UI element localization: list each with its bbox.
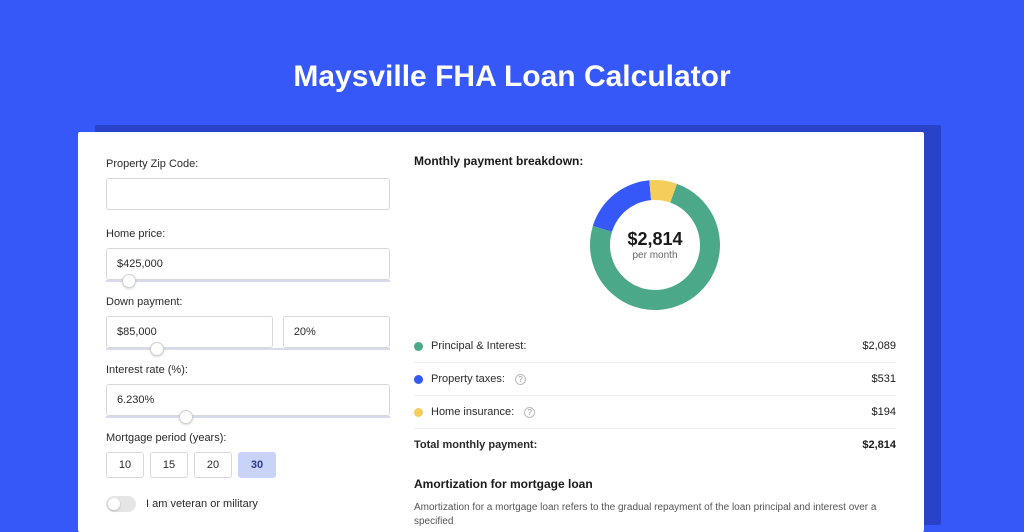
legend-value: $2,089 (862, 340, 896, 352)
interest-label: Interest rate (%): (106, 364, 390, 376)
legend-row: Property taxes:? $531 (414, 363, 896, 396)
breakdown-column: Monthly payment breakdown: $2,814 per mo… (414, 154, 896, 510)
donut-label: per month (632, 250, 677, 261)
down-payment-label: Down payment: (106, 296, 390, 308)
payment-donut-chart: $2,814 per month (590, 180, 720, 310)
veteran-toggle[interactable] (106, 496, 136, 512)
veteran-label: I am veteran or military (146, 498, 258, 510)
veteran-row: I am veteran or military (106, 496, 390, 512)
calculator-card: Property Zip Code: Home price: Down paym… (78, 132, 924, 532)
legend-label: Principal & Interest: (431, 340, 526, 352)
legend-dot (414, 375, 423, 384)
period-label: Mortgage period (years): (106, 432, 390, 444)
breakdown-title: Monthly payment breakdown: (414, 154, 896, 168)
info-icon[interactable]: ? (515, 374, 526, 385)
legend-value: $531 (872, 373, 896, 385)
zip-input[interactable] (106, 178, 390, 210)
period-option-10[interactable]: 10 (106, 452, 144, 478)
home-price-input[interactable] (106, 248, 390, 280)
amortization-title: Amortization for mortgage loan (414, 477, 896, 491)
legend-dot (414, 408, 423, 417)
legend-label: Property taxes: (431, 373, 505, 385)
total-label: Total monthly payment: (414, 439, 537, 451)
zip-label: Property Zip Code: (106, 158, 390, 170)
total-value: $2,814 (862, 439, 896, 451)
donut-center: $2,814 per month (590, 180, 720, 310)
page-title: Maysville FHA Loan Calculator (0, 0, 1024, 124)
legend-row: Home insurance:? $194 (414, 396, 896, 429)
interest-input[interactable] (106, 384, 390, 416)
period-group: 10152030 (106, 452, 390, 478)
legend-dot (414, 342, 423, 351)
total-row: Total monthly payment: $2,814 (414, 429, 896, 461)
donut-wrap: $2,814 per month (414, 180, 896, 310)
info-icon[interactable]: ? (524, 407, 535, 418)
amortization-text: Amortization for a mortgage loan refers … (414, 501, 896, 529)
period-option-20[interactable]: 20 (194, 452, 232, 478)
legend: Principal & Interest: $2,089 Property taxe… (414, 330, 896, 429)
form-column: Property Zip Code: Home price: Down paym… (106, 154, 390, 510)
home-price-slider-thumb[interactable] (122, 274, 136, 288)
interest-slider[interactable] (106, 416, 390, 418)
donut-value: $2,814 (627, 229, 682, 250)
down-payment-input[interactable] (106, 316, 273, 348)
legend-value: $194 (872, 406, 896, 418)
legend-label: Home insurance: (431, 406, 514, 418)
veteran-toggle-knob (108, 498, 120, 510)
home-price-label: Home price: (106, 228, 390, 240)
legend-row: Principal & Interest: $2,089 (414, 330, 896, 363)
down-payment-slider-thumb[interactable] (150, 342, 164, 356)
down-payment-percent-input[interactable] (283, 316, 390, 348)
down-payment-slider[interactable] (106, 348, 390, 350)
home-price-slider[interactable] (106, 280, 390, 282)
interest-slider-thumb[interactable] (179, 410, 193, 424)
period-option-30[interactable]: 30 (238, 452, 276, 478)
period-option-15[interactable]: 15 (150, 452, 188, 478)
